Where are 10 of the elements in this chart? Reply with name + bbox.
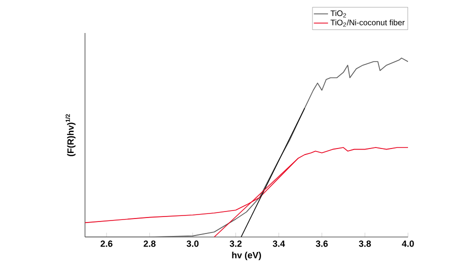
x-tick-label: 4.0 xyxy=(402,240,414,247)
x-tick-label: 3.4 xyxy=(272,240,285,247)
y-axis-title: (F(R)hv)$^{1/2}$ xyxy=(65,114,76,156)
x-tick-label: 3.2 xyxy=(230,240,242,247)
x-tick-label: 2.8 xyxy=(144,240,156,247)
x-tick-label: 3.8 xyxy=(358,240,371,247)
x-tick-label: 2.6 xyxy=(100,240,112,247)
x-tick-label: 3.0 xyxy=(186,240,199,247)
x-axis-title: hv (eV) xyxy=(232,252,261,260)
x-tick-label: 3.6 xyxy=(316,240,328,247)
